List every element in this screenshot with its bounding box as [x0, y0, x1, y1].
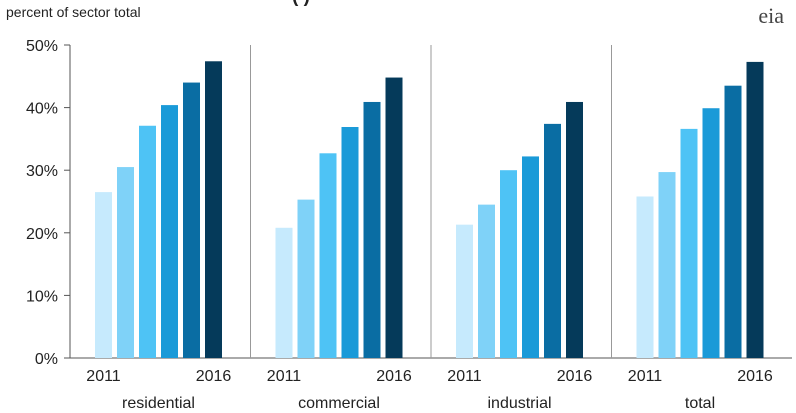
x-tick-label: 2011 [628, 368, 663, 385]
bar [117, 167, 134, 358]
x-tick-label: 2016 [196, 368, 232, 385]
x-tick-label: 2016 [737, 368, 773, 385]
bar [702, 108, 720, 358]
bar [746, 61, 764, 358]
x-tick-label: 2016 [557, 368, 593, 385]
bar [724, 85, 742, 358]
bar [275, 227, 293, 358]
x-tick-label: 2011 [86, 368, 121, 385]
bar [341, 127, 359, 358]
bar [478, 204, 495, 358]
bar [544, 123, 561, 358]
plot-area: 0%10%20%30%40%50%2011 2016residential2011… [26, 38, 792, 412]
bar [183, 82, 200, 358]
y-tick-label: 20% [26, 226, 58, 243]
chart-title: ( ) [292, 0, 310, 7]
y-tick-label: 10% [26, 288, 58, 305]
y-tick-label: 30% [26, 163, 58, 180]
y-tick-label: 50% [26, 38, 58, 55]
y-axis-label: percent of sector total [6, 4, 141, 20]
bar [566, 101, 583, 358]
bar [658, 172, 676, 358]
bar [205, 61, 222, 358]
eia-logo: eia [758, 3, 784, 28]
y-tick-label: 40% [26, 101, 58, 118]
bar [385, 77, 403, 358]
bar [139, 125, 156, 358]
x-tick-label: 2011 [447, 368, 482, 385]
bar [363, 101, 381, 358]
bar [95, 192, 112, 358]
y-tick-label: 0% [35, 351, 58, 368]
bar [456, 224, 473, 358]
bar [319, 153, 337, 358]
bar [161, 105, 178, 358]
category-label: residential [122, 395, 195, 412]
bar [297, 199, 315, 358]
x-tick-label: 2016 [376, 368, 412, 385]
bar [680, 128, 698, 358]
bar [636, 196, 654, 358]
category-label: total [685, 395, 715, 412]
x-tick-label: 2011 [267, 368, 302, 385]
bar [522, 156, 539, 358]
category-label: commercial [298, 395, 380, 412]
bar [500, 170, 517, 358]
category-label: industrial [487, 395, 551, 412]
